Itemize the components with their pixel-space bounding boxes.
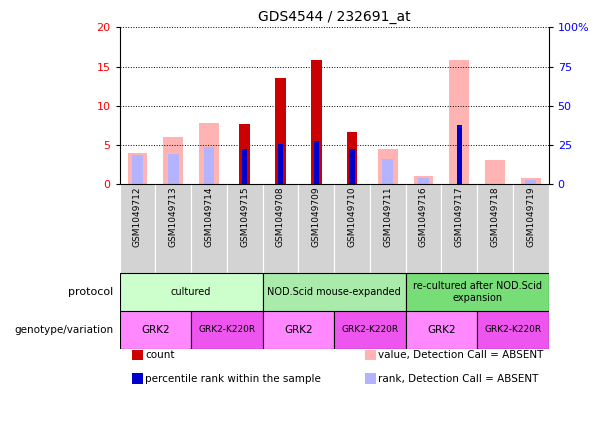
Bar bbox=[204, 147, 215, 184]
Bar bbox=[262, 184, 299, 273]
Text: GRK2-K220R: GRK2-K220R bbox=[341, 325, 398, 335]
Text: genotype/variation: genotype/variation bbox=[14, 325, 113, 335]
Bar bbox=[521, 178, 541, 184]
Bar bbox=[262, 311, 334, 349]
Text: GSM1049709: GSM1049709 bbox=[311, 187, 321, 247]
Text: GRK2-K220R: GRK2-K220R bbox=[198, 325, 256, 335]
Bar bbox=[370, 184, 406, 273]
Bar bbox=[457, 124, 462, 184]
Bar bbox=[275, 78, 286, 184]
Text: GSM1049718: GSM1049718 bbox=[490, 187, 500, 247]
Bar bbox=[262, 273, 406, 311]
Text: rank, Detection Call = ABSENT: rank, Detection Call = ABSENT bbox=[378, 374, 539, 384]
Text: GSM1049711: GSM1049711 bbox=[383, 187, 392, 247]
Text: value, Detection Call = ABSENT: value, Detection Call = ABSENT bbox=[378, 350, 544, 360]
Bar bbox=[128, 154, 147, 184]
Text: percentile rank within the sample: percentile rank within the sample bbox=[145, 374, 321, 384]
Bar bbox=[346, 132, 357, 184]
Bar bbox=[120, 184, 155, 273]
Bar bbox=[406, 184, 441, 273]
Text: GSM1049717: GSM1049717 bbox=[455, 187, 464, 247]
Text: cultured: cultured bbox=[171, 287, 211, 297]
Text: GSM1049710: GSM1049710 bbox=[348, 187, 357, 247]
Text: GRK2-K220R: GRK2-K220R bbox=[484, 325, 541, 335]
Bar bbox=[120, 273, 262, 311]
Bar bbox=[334, 311, 406, 349]
Bar bbox=[155, 184, 191, 273]
Bar bbox=[334, 184, 370, 273]
Bar bbox=[441, 184, 477, 273]
Bar bbox=[120, 311, 191, 349]
Text: GRK2: GRK2 bbox=[141, 325, 170, 335]
Bar bbox=[242, 149, 248, 184]
Text: count: count bbox=[145, 350, 175, 360]
Bar bbox=[477, 311, 549, 349]
Bar bbox=[168, 154, 178, 184]
Bar bbox=[513, 184, 549, 273]
Bar bbox=[525, 180, 536, 184]
Title: GDS4544 / 232691_at: GDS4544 / 232691_at bbox=[258, 10, 410, 24]
Bar bbox=[406, 311, 477, 349]
Bar bbox=[406, 273, 549, 311]
Bar bbox=[378, 149, 398, 184]
Bar bbox=[477, 184, 513, 273]
Text: GSM1049714: GSM1049714 bbox=[204, 187, 213, 247]
Text: GSM1049712: GSM1049712 bbox=[133, 187, 142, 247]
Bar bbox=[163, 137, 183, 184]
Text: NOD.Scid mouse-expanded: NOD.Scid mouse-expanded bbox=[267, 287, 401, 297]
Text: GSM1049713: GSM1049713 bbox=[169, 187, 178, 247]
Bar bbox=[191, 311, 262, 349]
Text: GSM1049719: GSM1049719 bbox=[526, 187, 535, 247]
Bar bbox=[349, 149, 355, 184]
Bar bbox=[485, 160, 505, 184]
Bar bbox=[311, 60, 322, 184]
Bar bbox=[414, 176, 433, 184]
Bar bbox=[132, 155, 143, 184]
Text: protocol: protocol bbox=[68, 287, 113, 297]
Bar bbox=[227, 184, 262, 273]
Text: GRK2: GRK2 bbox=[284, 325, 313, 335]
Bar bbox=[191, 184, 227, 273]
Bar bbox=[449, 60, 469, 184]
Bar bbox=[199, 123, 219, 184]
Bar bbox=[239, 124, 250, 184]
Text: re-cultured after NOD.Scid
expansion: re-cultured after NOD.Scid expansion bbox=[413, 281, 542, 303]
Bar bbox=[383, 159, 393, 184]
Text: GRK2: GRK2 bbox=[427, 325, 455, 335]
Text: GSM1049716: GSM1049716 bbox=[419, 187, 428, 247]
Bar bbox=[313, 141, 319, 184]
Bar bbox=[299, 184, 334, 273]
Bar bbox=[278, 144, 283, 184]
Text: GSM1049708: GSM1049708 bbox=[276, 187, 285, 247]
Text: GSM1049715: GSM1049715 bbox=[240, 187, 249, 247]
Bar bbox=[418, 178, 429, 184]
